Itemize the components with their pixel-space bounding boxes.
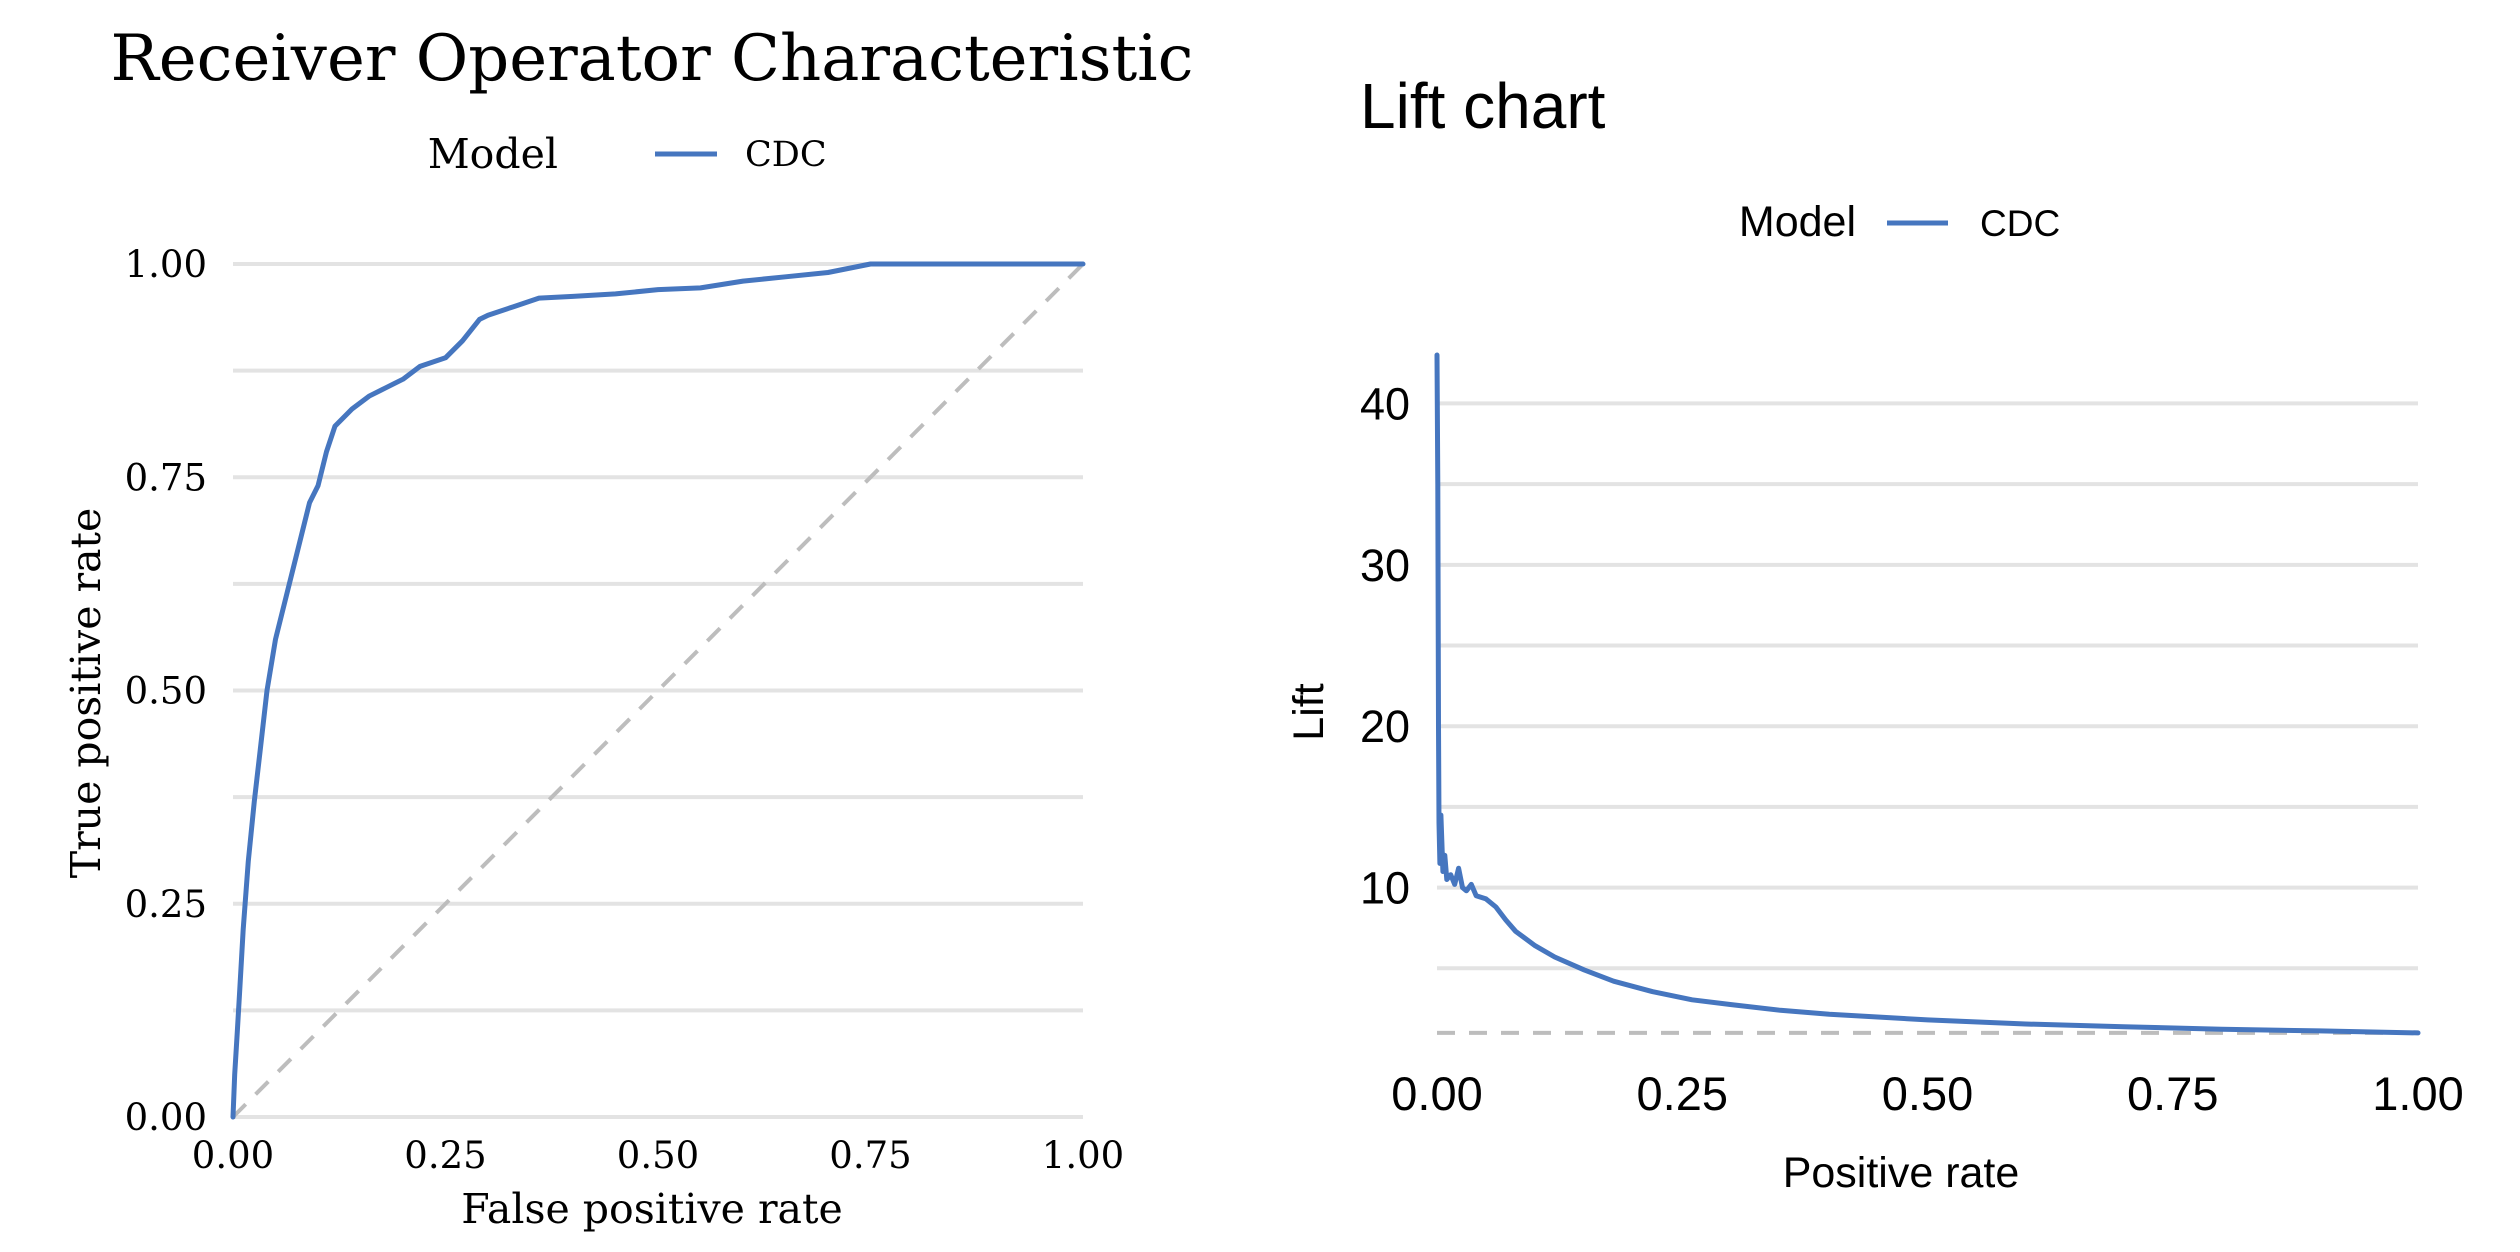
roc-title: Receiver Operator Characteristic xyxy=(111,22,1194,96)
roc-series-cdc xyxy=(230,261,1086,1120)
roc-legend-title: Model xyxy=(428,130,558,178)
roc-x-tick-label: 0.50 xyxy=(617,1134,699,1177)
lift-title: Lift chart xyxy=(1360,70,1606,142)
roc-legend: Model CDC xyxy=(428,130,827,178)
roc-legend-label: CDC xyxy=(745,135,827,175)
lift-x-tick-label: 0.50 xyxy=(1882,1067,1973,1120)
lift-y-tick-label: 20 xyxy=(1360,701,1410,752)
lift-legend-title: Model xyxy=(1739,198,1856,246)
lift-x-axis-label: Positive rate xyxy=(1783,1149,2020,1197)
lift-y-axis-label: Lift xyxy=(1285,683,1333,740)
roc-x-axis-label: False positive rate xyxy=(461,1185,842,1233)
roc-y-tick-label: 0.00 xyxy=(125,1096,207,1139)
roc-gridlines xyxy=(233,262,1083,1119)
lift-y-tick-label: 40 xyxy=(1360,378,1410,429)
roc-x-tick-label: 0.00 xyxy=(192,1134,274,1177)
lift-x-tick-label: 0.75 xyxy=(2127,1067,2218,1120)
roc-x-tick-label: 0.75 xyxy=(829,1134,911,1177)
roc-y-tick-label: 0.25 xyxy=(125,883,207,926)
roc-x-tick-label: 0.25 xyxy=(404,1134,486,1177)
lift-y-tick-label: 30 xyxy=(1360,540,1410,591)
lift-y-tick-labels: 10 20 30 40 xyxy=(1360,378,1410,913)
lift-legend-label: CDC xyxy=(1980,203,2060,244)
roc-y-axis-label: True positive rate xyxy=(62,508,110,879)
roc-reference-line xyxy=(231,262,1085,1119)
roc-y-tick-label: 1.00 xyxy=(125,243,207,286)
roc-y-tick-labels: 0.00 0.25 0.50 0.75 1.00 xyxy=(125,243,207,1139)
roc-y-tick-label: 0.75 xyxy=(125,456,207,499)
roc-x-tick-labels: 0.00 0.25 0.50 0.75 1.00 xyxy=(192,1134,1124,1177)
lift-series-cdc xyxy=(1434,352,2421,1036)
roc-chart: Receiver Operator Characteristic Model C… xyxy=(62,22,1193,1233)
lift-x-tick-label: 1.00 xyxy=(2372,1067,2463,1120)
roc-x-tick-label: 1.00 xyxy=(1042,1134,1124,1177)
lift-legend: Model CDC xyxy=(1739,198,2060,246)
lift-y-tick-label: 10 xyxy=(1360,863,1410,914)
lift-x-tick-label: 0.25 xyxy=(1637,1067,1728,1120)
lift-x-tick-label: 0.00 xyxy=(1391,1067,1482,1120)
roc-y-tick-label: 0.50 xyxy=(125,670,207,713)
lift-gridlines xyxy=(1437,401,2418,971)
lift-x-tick-labels: 0.00 0.25 0.50 0.75 1.00 xyxy=(1391,1067,2463,1120)
